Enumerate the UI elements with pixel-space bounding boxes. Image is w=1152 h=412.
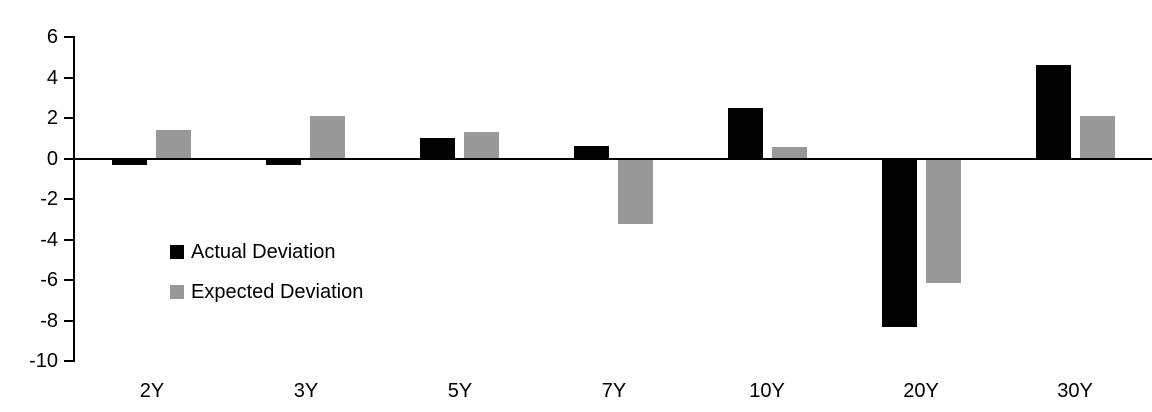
- bar-expected-deviation-3y: [310, 116, 345, 159]
- y-tick-label-4: 4: [46, 67, 58, 89]
- bar-actual-deviation-2y: [112, 159, 147, 165]
- bar-expected-deviation-2y: [156, 130, 191, 158]
- y-tick-mark--4: [64, 239, 73, 241]
- y-tick-mark-6: [64, 36, 73, 38]
- y-tick-label--2: -2: [40, 188, 58, 210]
- bar-expected-deviation-10y: [772, 147, 807, 158]
- legend-item-expected-deviation: Expected Deviation: [170, 280, 363, 304]
- bar-expected-deviation-5y: [464, 132, 499, 158]
- legend: Actual Deviation Expected Deviation: [170, 240, 363, 320]
- y-tick-mark--6: [64, 279, 73, 281]
- y-tick-mark--10: [64, 360, 73, 362]
- y-tick-label--10: -10: [29, 350, 58, 372]
- bar-actual-deviation-10y: [728, 108, 763, 159]
- y-tick-mark-2: [64, 117, 73, 119]
- x-axis-label-3y: 3Y: [293, 380, 319, 402]
- y-tick-label-2: 2: [46, 107, 58, 129]
- y-tick-label--6: -6: [40, 269, 58, 291]
- x-axis-label-2y: 2Y: [139, 380, 165, 402]
- x-axis-label-30y: 30Y: [1057, 380, 1093, 402]
- legend-item-actual-deviation: Actual Deviation: [170, 240, 363, 264]
- bar-actual-deviation-20y: [882, 159, 917, 327]
- y-tick-mark--2: [64, 198, 73, 200]
- y-axis-line: [73, 36, 75, 362]
- y-tick-mark--8: [64, 320, 73, 322]
- y-tick-mark-4: [64, 77, 73, 79]
- legend-label-actual-deviation: Actual Deviation: [191, 240, 336, 263]
- bar-expected-deviation-20y: [926, 159, 961, 283]
- bar-expected-deviation-7y: [618, 159, 653, 224]
- x-axis-label-10y: 10Y: [749, 380, 785, 402]
- x-axis-label-7y: 7Y: [601, 380, 627, 402]
- y-tick-label-0: 0: [46, 148, 58, 170]
- bar-expected-deviation-30y: [1080, 116, 1115, 159]
- y-tick-label-6: 6: [46, 26, 58, 48]
- bar-actual-deviation-7y: [574, 146, 609, 158]
- legend-marker-expected-deviation: [170, 285, 184, 299]
- bar-actual-deviation-30y: [1036, 65, 1071, 158]
- y-tick-mark-0: [64, 158, 73, 160]
- x-axis-label-20y: 20Y: [903, 380, 939, 402]
- x-axis-label-5y: 5Y: [447, 380, 473, 402]
- bar-actual-deviation-3y: [266, 159, 301, 165]
- legend-label-expected-deviation: Expected Deviation: [191, 280, 364, 303]
- legend-marker-actual-deviation: [170, 245, 184, 259]
- y-tick-label--4: -4: [40, 229, 58, 251]
- bar-actual-deviation-5y: [420, 138, 455, 158]
- y-tick-label--8: -8: [40, 310, 58, 332]
- x-axis-zero-line: [73, 158, 1152, 160]
